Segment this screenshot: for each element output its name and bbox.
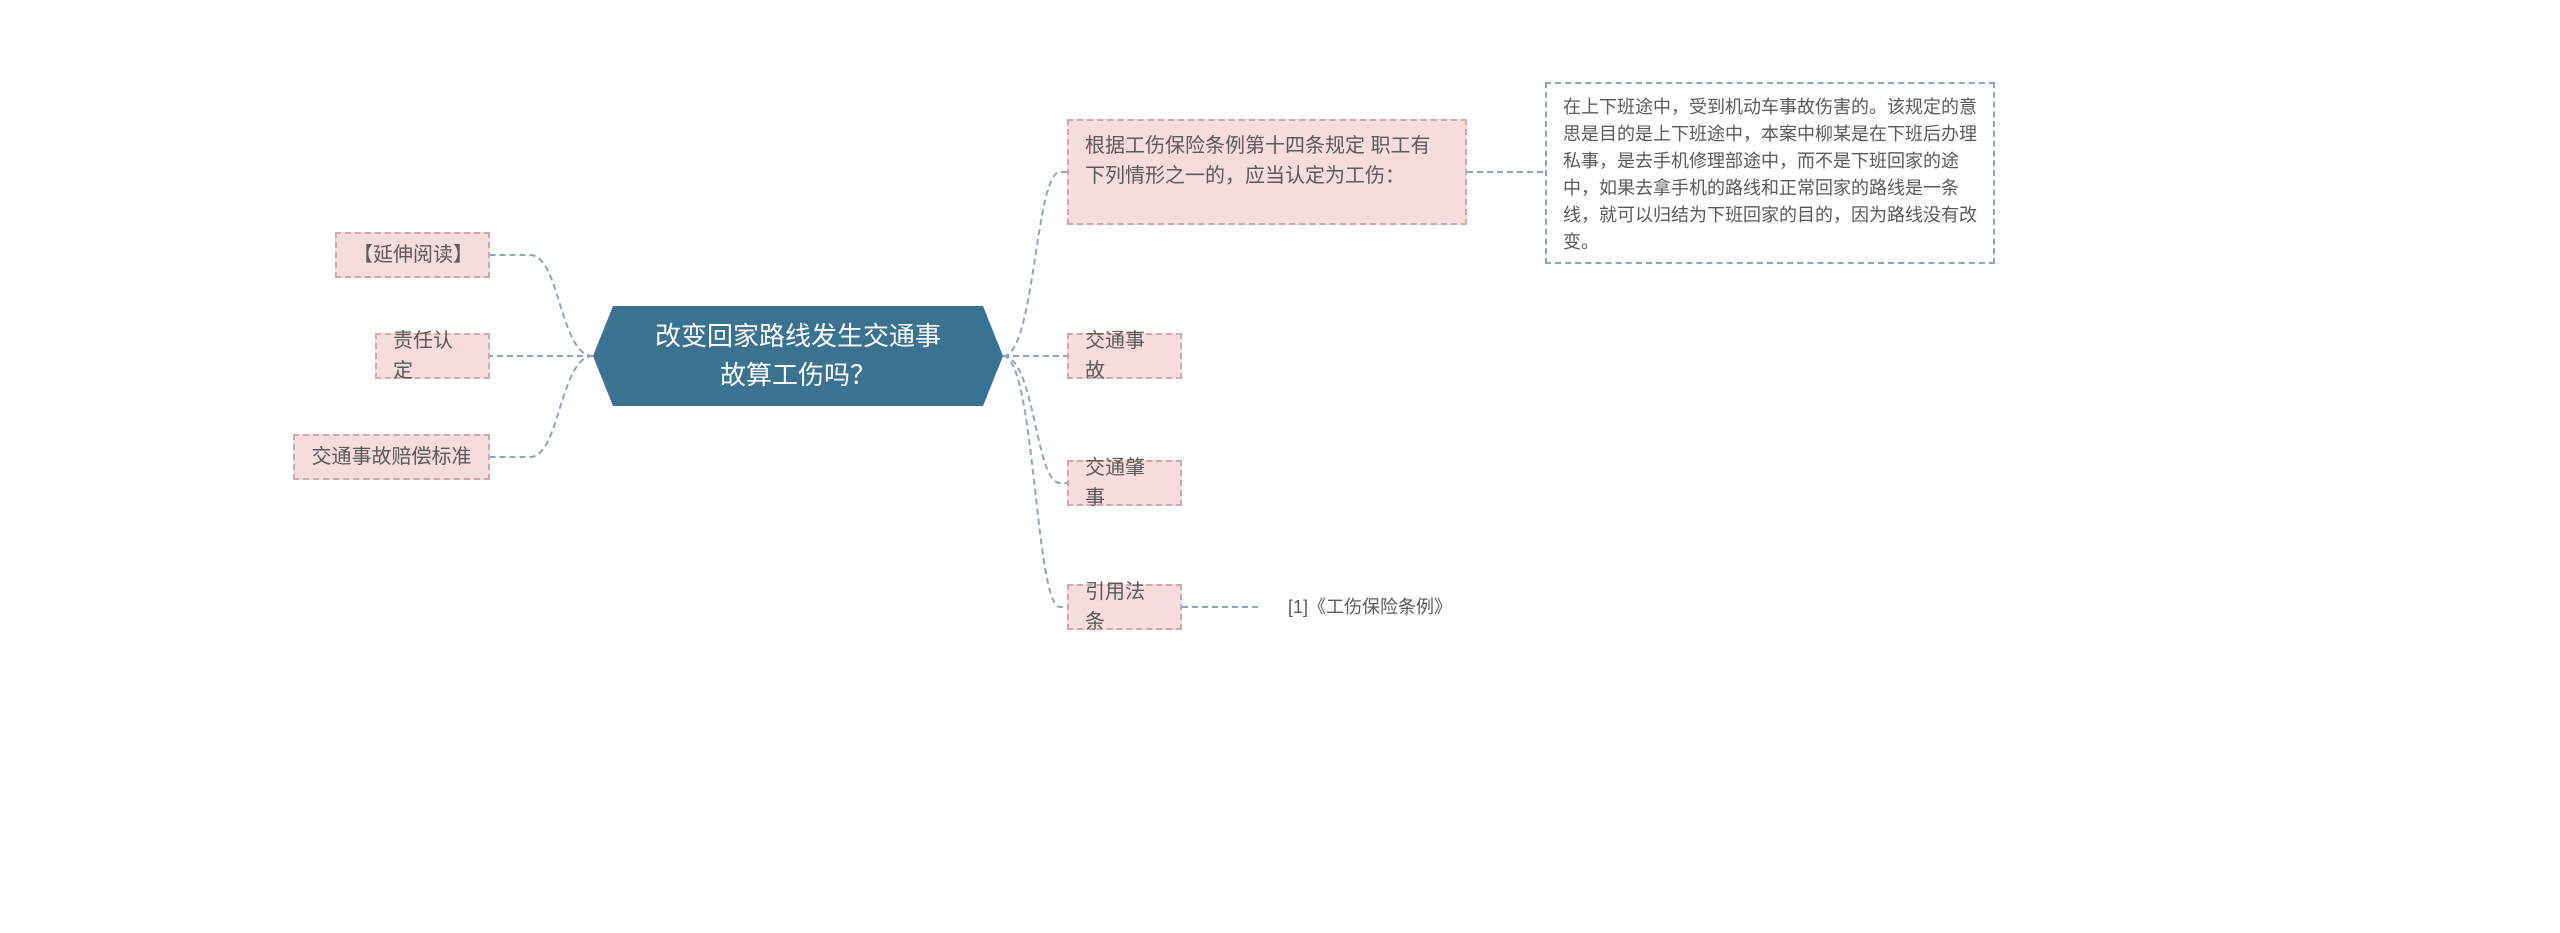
branch-regulation: 根据工伤保险条例第十四条规定 职工有下列情形之一的，应当认定为工伤： (1067, 119, 1467, 225)
leaf-text: 在上下班途中，受到机动车事故伤害的。该规定的意思是目的是上下班途中，本案中柳某是… (1563, 94, 1977, 256)
branch-cited-law: 引用法条 (1067, 584, 1182, 630)
leaf-cited-law-detail: [1]《工伤保险条例》 (1260, 587, 1480, 627)
branch-label: 引用法条 (1085, 577, 1164, 637)
branch-liability: 责任认定 (375, 333, 490, 379)
branch-label: 交通肇事 (1085, 453, 1164, 513)
branch-extended-reading: 【延伸阅读】 (335, 232, 490, 278)
branch-label: 根据工伤保险条例第十四条规定 职工有下列情形之一的，应当认定为工伤： (1085, 131, 1449, 191)
leaf-text: [1]《工伤保险条例》 (1288, 594, 1452, 621)
branch-label: 交通事故赔偿标准 (312, 442, 472, 472)
branch-compensation: 交通事故赔偿标准 (293, 434, 490, 480)
branch-label: 交通事故 (1085, 326, 1164, 386)
root-text: 改变回家路线发生交通事故算工伤吗？ (643, 317, 953, 395)
branch-label: 责任认定 (393, 326, 472, 386)
branch-label: 【延伸阅读】 (353, 240, 472, 270)
branch-traffic-offence: 交通肇事 (1067, 460, 1182, 506)
leaf-regulation-detail: 在上下班途中，受到机动车事故伤害的。该规定的意思是目的是上下班途中，本案中柳某是… (1545, 82, 1995, 264)
branch-traffic-accident: 交通事故 (1067, 333, 1182, 379)
root-node: 改变回家路线发生交通事故算工伤吗？ (613, 306, 983, 406)
